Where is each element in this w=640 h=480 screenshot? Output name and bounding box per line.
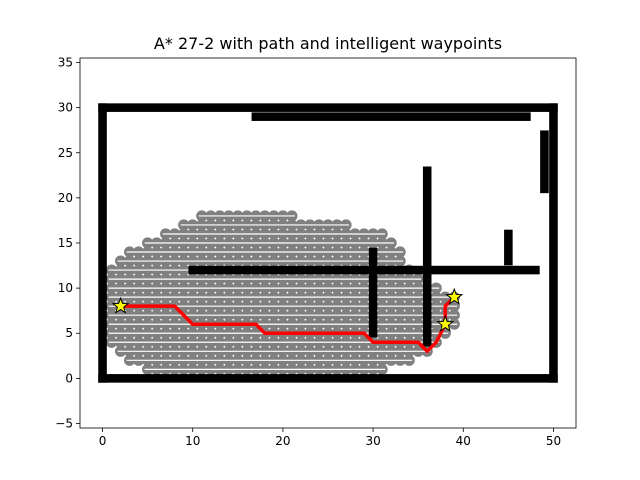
- y-tick-label: 15: [58, 236, 73, 250]
- waypoints: [111, 287, 464, 332]
- y-tick-label: 35: [58, 56, 73, 70]
- waypoint-star: [436, 314, 455, 332]
- obstacle-wall: [368, 247, 378, 338]
- obstacle-wall: [422, 166, 432, 347]
- x-tick-label: 40: [456, 434, 471, 448]
- waypoint-star: [445, 287, 464, 305]
- x-axis: 0 10 20 30 40 50: [99, 428, 561, 448]
- y-tick-label: −5: [55, 416, 73, 430]
- y-tick-label: 10: [58, 281, 73, 295]
- chart-title: A* 27-2 with path and intelligent waypoi…: [154, 34, 502, 53]
- x-tick-label: 20: [275, 434, 290, 448]
- x-tick-label: 10: [185, 434, 200, 448]
- obstacle-wall: [251, 112, 531, 121]
- y-axis: −5 0 5 10 15 20 25 30 35: [55, 56, 80, 430]
- y-tick-label: 30: [58, 101, 73, 115]
- y-tick-label: 20: [58, 191, 73, 205]
- obstacle-wall: [98, 374, 558, 383]
- obstacle-wall: [549, 103, 558, 383]
- y-tick-label: 25: [58, 146, 73, 160]
- obstacle-wall: [98, 103, 558, 112]
- obstacles: [98, 103, 558, 383]
- x-tick-label: 50: [546, 434, 561, 448]
- x-tick-label: 0: [99, 434, 107, 448]
- x-tick-label: 30: [365, 434, 380, 448]
- obstacle-wall: [188, 265, 540, 275]
- y-tick-label: 0: [65, 371, 73, 385]
- waypoint-star: [111, 296, 130, 314]
- y-tick-label: 5: [65, 326, 73, 340]
- obstacle-wall: [98, 103, 107, 383]
- obstacle-wall: [504, 229, 513, 266]
- obstacle-wall: [540, 130, 549, 194]
